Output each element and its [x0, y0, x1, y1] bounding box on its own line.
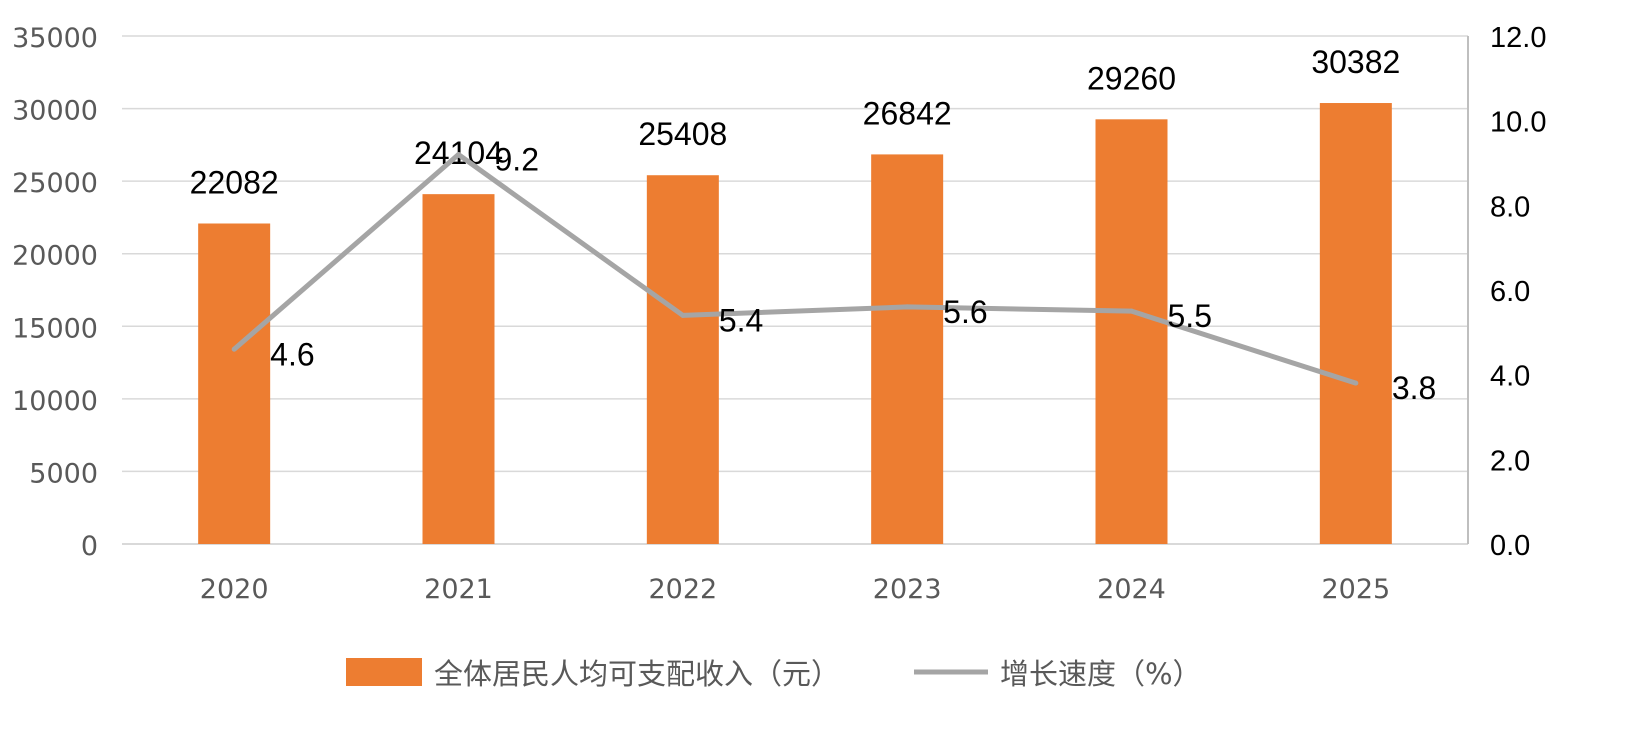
- line-value-label: 5.5: [1168, 298, 1212, 334]
- line-point: [231, 346, 237, 352]
- y-left-tick-label: 10000: [12, 386, 98, 417]
- x-tick-label: 2020: [200, 574, 269, 605]
- bar-value-label: 22082: [190, 164, 279, 200]
- line-value-label: 5.6: [943, 294, 987, 330]
- bar: [198, 223, 271, 544]
- y-left-tick-label: 35000: [12, 23, 98, 54]
- bar: [422, 194, 495, 545]
- x-tick-label: 2021: [424, 574, 493, 605]
- y-left-tick-label: 25000: [12, 168, 98, 199]
- x-tick-label: 2023: [873, 574, 942, 605]
- y-left-tick-label: 15000: [12, 313, 98, 344]
- line-point: [456, 152, 461, 158]
- y-left-tick-label: 5000: [29, 458, 98, 489]
- y-right-tick-label: 10.0: [1490, 107, 1546, 139]
- y-left-tick-label: 20000: [12, 241, 98, 272]
- y-right-tick-label: 8.0: [1490, 191, 1530, 223]
- y-right-tick-label: 12.0: [1490, 22, 1546, 54]
- line-point: [1353, 380, 1359, 386]
- bar: [1319, 103, 1392, 544]
- y-right-tick-label: 6.0: [1490, 276, 1530, 308]
- y-right-tick-label: 0.0: [1490, 530, 1530, 562]
- bar: [871, 154, 944, 545]
- x-tick-label: 2022: [648, 574, 717, 605]
- y-right-tick-label: 4.0: [1490, 361, 1530, 393]
- legend-swatch-bar: [346, 658, 422, 686]
- y-left-tick-label: 30000: [12, 96, 98, 127]
- bar-value-label: 30382: [1311, 44, 1400, 80]
- x-tick-label: 2025: [1321, 574, 1390, 605]
- x-tick-label: 2024: [1097, 574, 1166, 605]
- line-value-label: 5.4: [719, 302, 763, 338]
- legend-label-line: 增长速度（%）: [1000, 657, 1202, 691]
- line-value-label: 9.2: [495, 142, 539, 178]
- line-point: [1129, 308, 1134, 314]
- legend-label-bar: 全体居民人均可支配收入（元）: [434, 657, 840, 691]
- y-right-tick-label: 2.0: [1490, 445, 1530, 477]
- bar: [646, 175, 719, 545]
- growth-line: [232, 152, 1357, 386]
- bar-value-label: 26842: [863, 95, 952, 131]
- y-left-tick-label: 0: [81, 531, 98, 562]
- bar-value-label: 25408: [638, 116, 727, 152]
- bar-value-label: 29260: [1087, 60, 1176, 96]
- line-point: [904, 304, 910, 310]
- bar: [1095, 119, 1168, 544]
- line-point: [680, 312, 686, 318]
- line-value-label: 4.6: [270, 336, 314, 372]
- line-value-label: 3.8: [1392, 370, 1436, 406]
